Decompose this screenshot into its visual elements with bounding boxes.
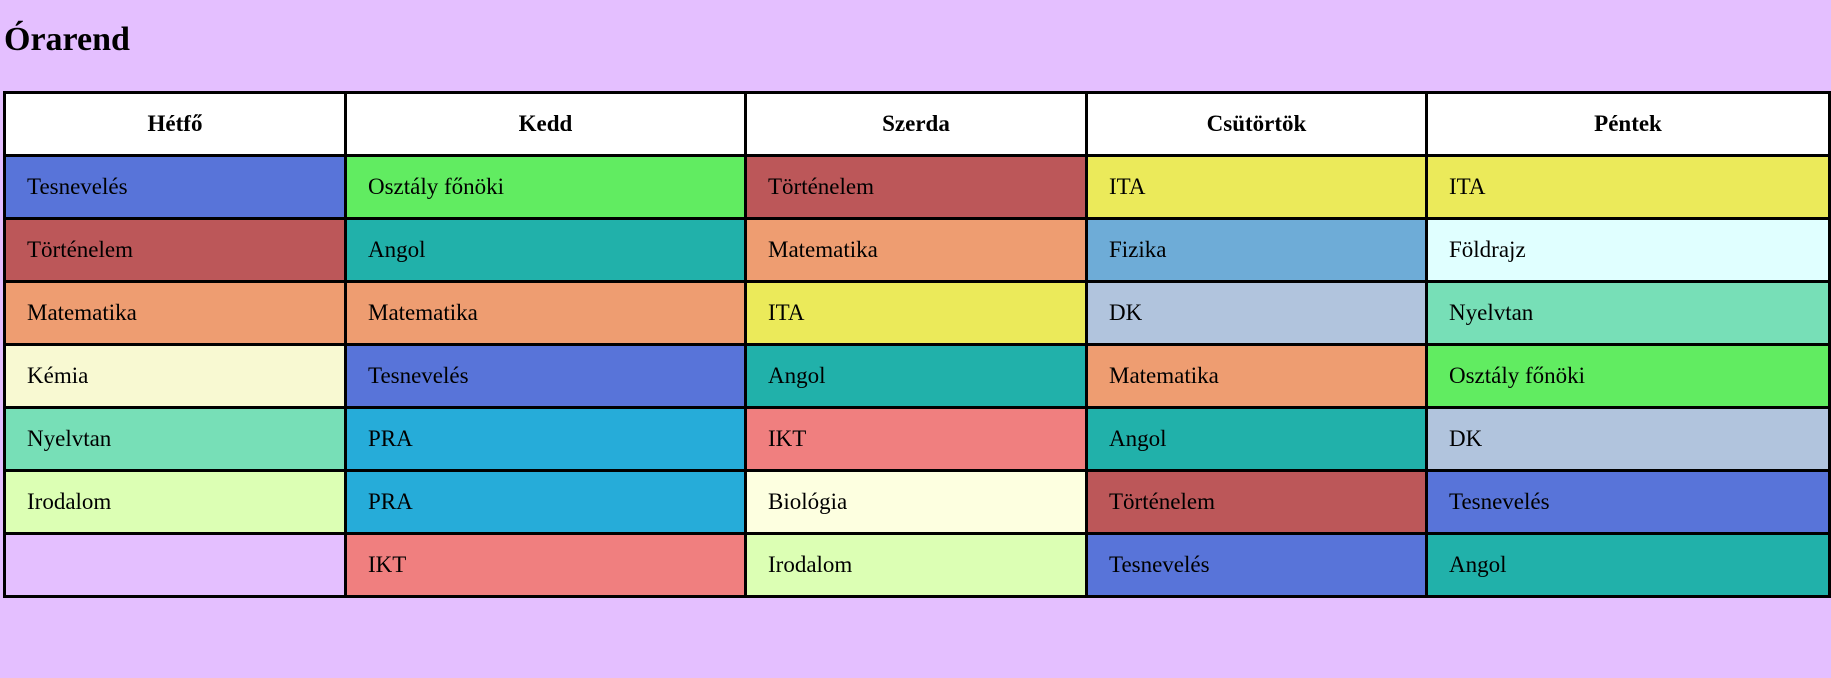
lesson-row-4: Kémia Tesnevelés Angol Matematika Osztál… — [3, 343, 1831, 409]
lesson-cell: PRA — [344, 406, 747, 472]
lesson-cell: Osztály főnöki — [1425, 343, 1831, 409]
page-title: Órarend — [4, 21, 130, 58]
lesson-cell: ITA — [1085, 154, 1428, 220]
lesson-cell: Tesnevelés — [1425, 469, 1831, 535]
day-header-hetfo: Hétfő — [3, 91, 347, 157]
lesson-cell: IKT — [744, 406, 1088, 472]
lesson-cell: Tesnevelés — [3, 154, 347, 220]
lesson-cell: Angol — [744, 343, 1088, 409]
lesson-cell: Angol — [1425, 532, 1831, 598]
lesson-cell: ITA — [744, 280, 1088, 346]
lesson-cell: DK — [1425, 406, 1831, 472]
day-header-kedd: Kedd — [344, 91, 747, 157]
lesson-row-2: Történelem Angol Matematika Fizika Földr… — [3, 217, 1831, 283]
lesson-cell: Matematika — [344, 280, 747, 346]
lesson-cell: Matematika — [744, 217, 1088, 283]
empty-cell — [3, 532, 347, 598]
day-header-pentek: Péntek — [1425, 91, 1831, 157]
lesson-cell: Irodalom — [3, 469, 347, 535]
lesson-cell: Történelem — [3, 217, 347, 283]
lesson-cell: Angol — [1085, 406, 1428, 472]
lesson-cell: Matematika — [1085, 343, 1428, 409]
lesson-cell: Tesnevelés — [1085, 532, 1428, 598]
day-header-csutortok: Csütörtök — [1085, 91, 1428, 157]
header-row: Hétfő Kedd Szerda Csütörtök Péntek — [3, 91, 1831, 157]
lesson-cell: Irodalom — [744, 532, 1088, 598]
lesson-cell: IKT — [344, 532, 747, 598]
lesson-cell: DK — [1085, 280, 1428, 346]
lesson-row-3: Matematika Matematika ITA DK Nyelvtan — [3, 280, 1831, 346]
lesson-cell: PRA — [344, 469, 747, 535]
lesson-cell: Biológia — [744, 469, 1088, 535]
lesson-row-1: Tesnevelés Osztály főnöki Történelem ITA… — [3, 154, 1831, 220]
lesson-cell: Osztály főnöki — [344, 154, 747, 220]
lesson-row-5: Nyelvtan PRA IKT Angol DK — [3, 406, 1831, 472]
lesson-cell: Angol — [344, 217, 747, 283]
lesson-cell: ITA — [1425, 154, 1831, 220]
lesson-cell: Történelem — [1085, 469, 1428, 535]
day-header-szerda: Szerda — [744, 91, 1088, 157]
lesson-cell: Földrajz — [1425, 217, 1831, 283]
lesson-cell: Nyelvtan — [3, 406, 347, 472]
lesson-row-7: IKT Irodalom Tesnevelés Angol — [3, 532, 1831, 598]
lesson-cell: Tesnevelés — [344, 343, 747, 409]
lesson-cell: Kémia — [3, 343, 347, 409]
lesson-cell: Történelem — [744, 154, 1088, 220]
lesson-cell: Nyelvtan — [1425, 280, 1831, 346]
lesson-cell: Fizika — [1085, 217, 1428, 283]
timetable: Hétfő Kedd Szerda Csütörtök Péntek Tesne… — [3, 91, 1831, 598]
lesson-cell: Matematika — [3, 280, 347, 346]
lesson-row-6: Irodalom PRA Biológia Történelem Tesneve… — [3, 469, 1831, 535]
